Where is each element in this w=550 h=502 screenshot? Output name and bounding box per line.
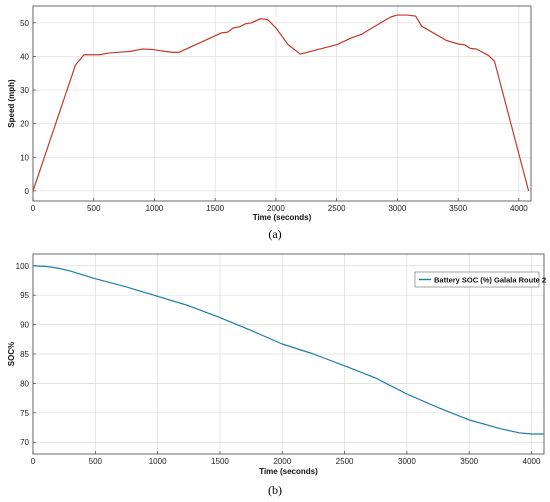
legend-box bbox=[414, 271, 540, 288]
y-tick-label: 80 bbox=[20, 379, 29, 388]
x-tick-label: 2500 bbox=[328, 204, 346, 213]
y-tick-label: 85 bbox=[20, 350, 29, 359]
x-tick-label: 2500 bbox=[336, 457, 354, 466]
x-tick-label: 500 bbox=[89, 457, 103, 466]
x-tick-label: 0 bbox=[31, 457, 36, 466]
x-tick-label: 1000 bbox=[146, 204, 164, 213]
x-axis-label: Time (seconds) bbox=[253, 213, 312, 222]
x-tick-label: 3500 bbox=[449, 204, 467, 213]
y-tick-label: 20 bbox=[20, 120, 29, 129]
x-tick-label: 2000 bbox=[273, 457, 291, 466]
chart-2: 0 500 1000 1500 2000 2500 3000 3500 4000 70 75 80 85… bbox=[7, 253, 546, 497]
y-tick-label: 10 bbox=[20, 153, 29, 162]
legend: Battery SOC (%) Galala Route 2 bbox=[414, 271, 546, 288]
x-tick-label: 3000 bbox=[398, 457, 416, 466]
y-tick-label: 75 bbox=[20, 409, 29, 418]
x-tick-label: 3500 bbox=[460, 457, 478, 466]
x-tick-label: 1500 bbox=[206, 204, 224, 213]
y-tick-label: 90 bbox=[20, 321, 29, 330]
y-tick-label: 30 bbox=[20, 86, 29, 95]
y-tick-label: 70 bbox=[20, 438, 29, 447]
x-tick-label: 4000 bbox=[510, 204, 528, 213]
axes-frame bbox=[32, 5, 532, 202]
y-tick-label: 40 bbox=[20, 52, 29, 61]
y-tick-label: 0 bbox=[25, 187, 30, 196]
x-tick-label: 4000 bbox=[523, 457, 541, 466]
y-axis-label: SOC% bbox=[7, 342, 16, 366]
series-line-1 bbox=[32, 265, 544, 435]
x-tick-label: 3000 bbox=[388, 204, 406, 213]
chart-1: 0 500 1000 1500 2000 2500 3000 3500 4000 0 10 20 30 4… bbox=[7, 5, 532, 241]
x-tick-label: 500 bbox=[87, 204, 101, 213]
x-axis-label: Time (seconds) bbox=[259, 467, 318, 476]
series-line-1 bbox=[32, 14, 530, 192]
plot-area bbox=[33, 6, 531, 201]
y-tick-label: 95 bbox=[20, 291, 29, 300]
figure-caption: (b) bbox=[268, 483, 282, 497]
y-axis-label: Speed (mph) bbox=[7, 79, 16, 128]
x-tick-label: 1000 bbox=[149, 457, 167, 466]
y-tick-label: 100 bbox=[16, 262, 30, 271]
x-tick-label: 0 bbox=[31, 204, 36, 213]
legend-entry: Battery SOC (%) Galala Route 2 bbox=[434, 275, 546, 284]
x-tick-label: 1500 bbox=[211, 457, 229, 466]
x-tick-label: 2000 bbox=[267, 204, 285, 213]
y-tick-label: 50 bbox=[20, 19, 29, 28]
figure-caption: (a) bbox=[268, 227, 281, 241]
